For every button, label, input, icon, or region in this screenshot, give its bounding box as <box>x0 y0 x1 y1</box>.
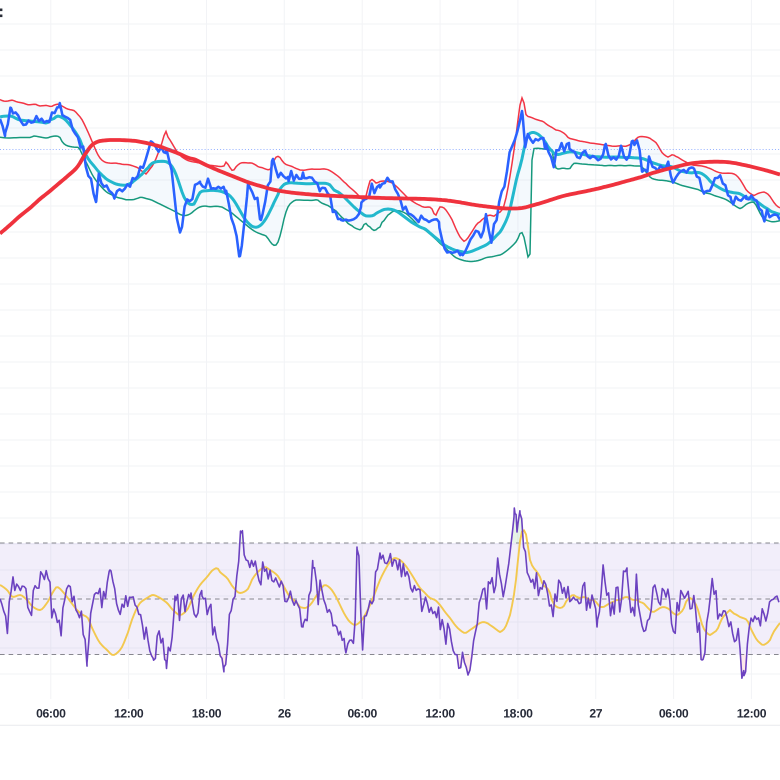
svg-text:27: 27 <box>589 707 602 721</box>
svg-text:12:00: 12:00 <box>737 707 767 721</box>
svg-text:18:00: 18:00 <box>192 707 222 721</box>
svg-text:26: 26 <box>278 707 291 721</box>
svg-text:06:00: 06:00 <box>347 707 377 721</box>
svg-text:06:00: 06:00 <box>659 707 689 721</box>
svg-text:18:00: 18:00 <box>503 707 533 721</box>
svg-text:06:00: 06:00 <box>36 707 66 721</box>
svg-text:12:00: 12:00 <box>425 707 455 721</box>
svg-text:12:00: 12:00 <box>114 707 144 721</box>
